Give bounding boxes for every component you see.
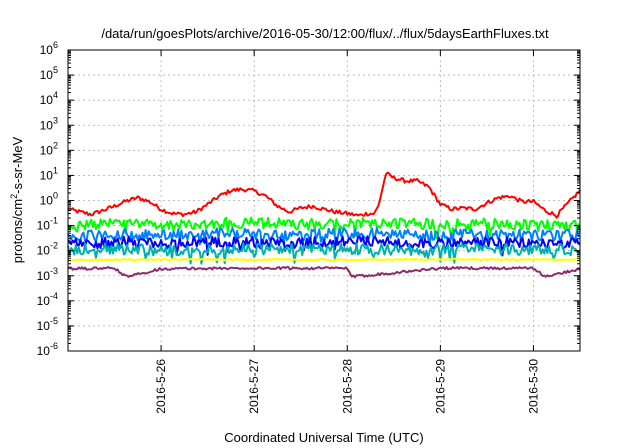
x-tick-label: 2016-5-29 — [433, 359, 447, 414]
x-axis-labels: 2016-5-26 2016-5-27 2016-5-28 2016-5-29 2016… — [154, 359, 540, 414]
y-tick-label: 106 — [40, 40, 58, 57]
series-line-2 — [67, 216, 581, 240]
y-tick-label: 100 — [40, 191, 58, 208]
y-axis-title-suffix: -s-sr-MeV — [10, 136, 25, 193]
y-tick-label: 10-3 — [37, 266, 58, 283]
x-axis-title: Coordinated Universal Time (UTC) — [224, 430, 423, 445]
series-line-4 — [67, 235, 581, 257]
y-tick-label: 103 — [40, 115, 58, 132]
y-tick-label: 10-1 — [37, 216, 58, 233]
y-tick-label: 10-4 — [37, 291, 58, 308]
series-line-6 — [67, 257, 581, 262]
x-tick-label: 2016-5-30 — [526, 359, 540, 414]
y-axis-title-prefix: protons/cm — [10, 199, 25, 263]
y-axis-labels: 10-6 10-5 10-4 10-3 10-2 10-1 100 101 102 103 104 1… — [37, 40, 58, 358]
x-tick-label: 2016-5-28 — [340, 359, 354, 414]
y-tick-label: 10-2 — [37, 241, 58, 258]
series-line-1 — [67, 171, 581, 219]
series-line-5 — [67, 242, 581, 265]
y-axis-title: protons/cm2-s-sr-MeV — [9, 136, 25, 263]
y-tick-label: 101 — [40, 165, 58, 182]
x-tick-label: 2016-5-26 — [154, 359, 168, 414]
y-tick-label: 10-5 — [37, 316, 58, 333]
chart-title: /data/run/goesPlots/archive/2016-05-30/1… — [101, 26, 549, 41]
y-tick-label: 102 — [40, 140, 58, 157]
series-group — [67, 171, 581, 279]
y-axis-title-sup: 2 — [9, 194, 19, 199]
x-tick-label: 2016-5-27 — [247, 359, 261, 414]
y-tick-label: 10-6 — [37, 341, 58, 358]
series-line-7 — [67, 266, 581, 279]
y-tick-label: 105 — [40, 65, 58, 82]
ticks — [68, 49, 580, 352]
y-tick-label: 104 — [40, 90, 58, 107]
